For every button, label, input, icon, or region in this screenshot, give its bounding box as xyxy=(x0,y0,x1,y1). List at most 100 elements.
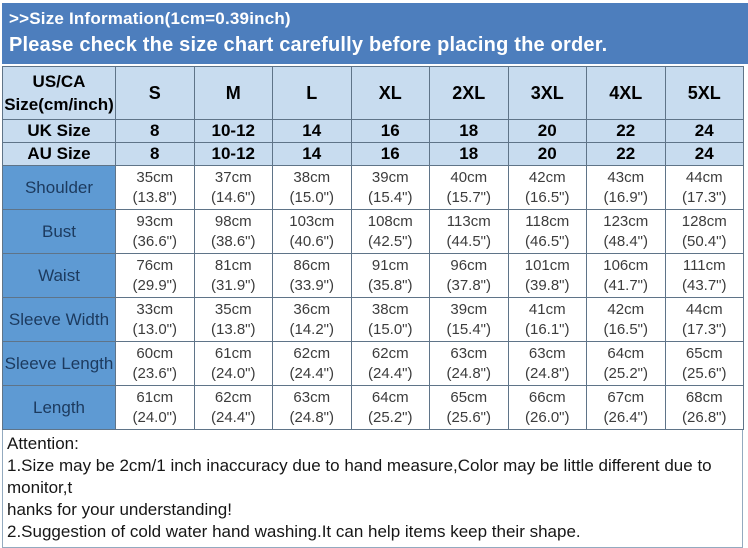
au-size-cell: 18 xyxy=(429,142,509,166)
size-table: US/CA Size(cm/inch) S M L XL 2XL 3XL 4XL… xyxy=(2,66,744,430)
cm-value: 63cm xyxy=(450,344,488,362)
cm-value: 41cm xyxy=(528,300,566,318)
size-column-header-3xl: 3XL xyxy=(507,66,587,120)
measurement-cell: 96cm (37.8") xyxy=(429,253,509,298)
au-size-cell: 14 xyxy=(272,142,352,166)
attention-line-3: 2.Suggestion of cold water hand washing.… xyxy=(7,522,581,541)
cm-value: 37cm xyxy=(214,168,252,186)
measurement-cell: 44cm (17.3") xyxy=(664,165,744,210)
cm-value: 67cm xyxy=(607,388,645,406)
banner-subtitle: Please check the size chart carefully be… xyxy=(9,34,608,56)
inch-value: (31.9") xyxy=(210,276,256,294)
corner-label-line2: Size(cm/inch) xyxy=(4,95,114,114)
au-size-cell: 20 xyxy=(507,142,587,166)
header-corner-cell: US/CA Size(cm/inch) xyxy=(2,66,116,120)
measurement-cell: 65cm (25.6") xyxy=(664,341,744,386)
inch-value: (25.6") xyxy=(446,408,491,426)
uk-size-cell: 10-12 xyxy=(193,119,273,143)
inch-value: (41.7") xyxy=(603,276,648,294)
size-column-header-m: M xyxy=(193,66,273,120)
cm-value: 36cm xyxy=(293,300,331,318)
uk-size-cell: 22 xyxy=(586,119,666,143)
inch-value: (50.4") xyxy=(681,232,727,250)
cm-value: 38cm xyxy=(371,300,409,318)
measurement-cell: 62cm (24.4") xyxy=(193,385,273,430)
cm-value: 68cm xyxy=(685,388,723,406)
cm-value: 62cm xyxy=(293,344,331,362)
cm-value: 60cm xyxy=(136,344,174,362)
inch-value: (16.9") xyxy=(603,188,648,206)
measurement-cell: 106cm (41.7") xyxy=(586,253,666,298)
cm-value: 65cm xyxy=(685,344,723,362)
measurement-cell: 123cm (48.4") xyxy=(586,209,666,254)
size-label: 4XL xyxy=(609,82,643,103)
cm-value: 91cm xyxy=(371,256,409,274)
inch-value: (25.2") xyxy=(603,364,648,382)
size-label: 3XL xyxy=(530,82,564,103)
measurement-cell: 37cm (14.6") xyxy=(193,165,273,210)
measure-row-length: Length 61cm (24.0") 62cm (24.4") 63cm (24.8… xyxy=(2,385,744,430)
row-label-waist: Waist xyxy=(2,253,116,298)
cm-value: 108cm xyxy=(367,212,413,230)
measurement-cell: 64cm (25.2") xyxy=(350,385,430,430)
size-column-header-l: L xyxy=(272,66,352,120)
inch-value: (24.0") xyxy=(210,364,256,382)
inch-value: (25.6") xyxy=(681,364,727,382)
inch-value: (24.0") xyxy=(132,408,177,426)
uk-size-row: UK Size 8 10-12 14 16 18 20 22 24 xyxy=(2,119,744,143)
size-column-header-s: S xyxy=(115,66,195,120)
inch-value: (17.3") xyxy=(681,320,727,338)
inch-value: (17.3") xyxy=(681,188,727,206)
uk-size-cell: 8 xyxy=(115,119,195,143)
inch-value: (37.8") xyxy=(446,276,491,294)
measurement-cell: 43cm (16.9") xyxy=(586,165,666,210)
measurement-cell: 33cm (13.0") xyxy=(115,297,195,342)
cm-value: 35cm xyxy=(136,168,174,186)
size-label: 2XL xyxy=(452,82,486,103)
cm-value: 76cm xyxy=(136,256,174,274)
inch-value: (42.5") xyxy=(367,232,413,250)
cm-value: 65cm xyxy=(450,388,488,406)
measurement-cell: 63cm (24.8") xyxy=(272,385,352,430)
cm-value: 62cm xyxy=(371,344,409,362)
measurement-cell: 103cm (40.6") xyxy=(272,209,352,254)
cm-value: 63cm xyxy=(293,388,331,406)
uk-size-cell: 18 xyxy=(429,119,509,143)
attention-line-1: 1.Size may be 2cm/1 inch inaccuracy due … xyxy=(7,456,712,497)
inch-value: (24.4") xyxy=(289,364,334,382)
cm-value: 103cm xyxy=(289,212,335,230)
banner: >>Size Information(1cm=0.39inch) Please … xyxy=(2,3,748,64)
cm-value: 44cm xyxy=(685,168,723,186)
measurement-cell: 61cm (24.0") xyxy=(115,385,195,430)
measurement-cell: 44cm (17.3") xyxy=(664,297,744,342)
cm-value: 61cm xyxy=(136,388,174,406)
cm-value: 62cm xyxy=(214,388,252,406)
inch-value: (15.7") xyxy=(446,188,491,206)
inch-value: (13.0") xyxy=(132,320,177,338)
measurement-cell: 35cm (13.8") xyxy=(193,297,273,342)
measurement-cell: 76cm (29.9") xyxy=(115,253,195,298)
attention-box: Attention: 1.Size may be 2cm/1 inch inac… xyxy=(2,430,743,548)
measurement-cell: 81cm (31.9") xyxy=(193,253,273,298)
inch-value: (36.6") xyxy=(132,232,177,250)
measurement-cell: 67cm (26.4") xyxy=(586,385,666,430)
cm-value: 101cm xyxy=(524,256,570,274)
cm-value: 86cm xyxy=(293,256,331,274)
au-size-cell: 16 xyxy=(350,142,430,166)
inch-value: (24.8") xyxy=(446,364,491,382)
cm-value: 123cm xyxy=(603,212,649,230)
cm-value: 42cm xyxy=(607,300,645,318)
cm-value: 64cm xyxy=(371,388,409,406)
au-size-row: AU Size 8 10-12 14 16 18 20 22 24 xyxy=(2,142,744,166)
cm-value: 39cm xyxy=(450,300,488,318)
inch-value: (38.6") xyxy=(210,232,256,250)
cm-value: 93cm xyxy=(136,212,174,230)
measurement-cell: 62cm (24.4") xyxy=(272,341,352,386)
size-label: XL xyxy=(378,82,402,103)
cm-value: 113cm xyxy=(446,212,491,230)
inch-value: (39.8") xyxy=(524,276,570,294)
size-column-header-5xl: 5XL xyxy=(664,66,744,120)
size-column-header-xl: XL xyxy=(350,66,430,120)
measurement-cell: 113cm (44.5") xyxy=(429,209,509,254)
